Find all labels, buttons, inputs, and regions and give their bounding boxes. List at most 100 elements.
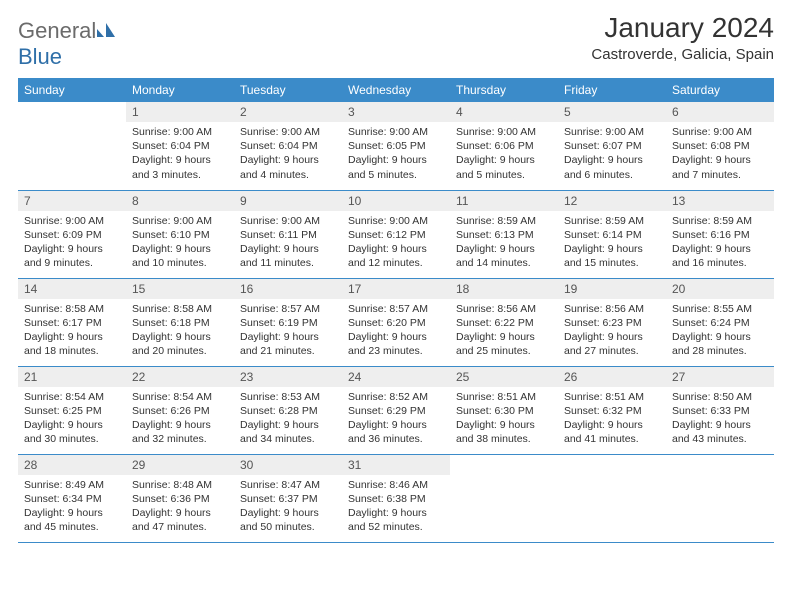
weekday-header: Thursday bbox=[450, 78, 558, 102]
day-number: 14 bbox=[18, 279, 126, 299]
day-content: Sunrise: 9:00 AMSunset: 6:10 PMDaylight:… bbox=[126, 211, 234, 275]
weekday-header: Saturday bbox=[666, 78, 774, 102]
day-content: Sunrise: 8:52 AMSunset: 6:29 PMDaylight:… bbox=[342, 387, 450, 451]
calendar-cell: 10Sunrise: 9:00 AMSunset: 6:12 PMDayligh… bbox=[342, 190, 450, 278]
logo: GeneralBlue bbox=[18, 12, 116, 70]
weekday-header: Friday bbox=[558, 78, 666, 102]
day-number: 11 bbox=[450, 191, 558, 211]
calendar-cell: 7Sunrise: 9:00 AMSunset: 6:09 PMDaylight… bbox=[18, 190, 126, 278]
day-number: 26 bbox=[558, 367, 666, 387]
logo-text-gray: General bbox=[18, 18, 96, 43]
day-content: Sunrise: 8:54 AMSunset: 6:25 PMDaylight:… bbox=[18, 387, 126, 451]
calendar-cell: 6Sunrise: 9:00 AMSunset: 6:08 PMDaylight… bbox=[666, 102, 774, 190]
day-content: Sunrise: 9:00 AMSunset: 6:12 PMDaylight:… bbox=[342, 211, 450, 275]
day-number: 8 bbox=[126, 191, 234, 211]
calendar-cell: 24Sunrise: 8:52 AMSunset: 6:29 PMDayligh… bbox=[342, 366, 450, 454]
day-number: 24 bbox=[342, 367, 450, 387]
day-content: Sunrise: 8:47 AMSunset: 6:37 PMDaylight:… bbox=[234, 475, 342, 539]
title-block: January 2024 Castroverde, Galicia, Spain bbox=[591, 12, 774, 63]
day-content: Sunrise: 8:59 AMSunset: 6:16 PMDaylight:… bbox=[666, 211, 774, 275]
day-content: Sunrise: 9:00 AMSunset: 6:08 PMDaylight:… bbox=[666, 122, 774, 186]
day-number: 2 bbox=[234, 102, 342, 122]
day-content: Sunrise: 8:50 AMSunset: 6:33 PMDaylight:… bbox=[666, 387, 774, 451]
day-number: 27 bbox=[666, 367, 774, 387]
calendar-cell: 3Sunrise: 9:00 AMSunset: 6:05 PMDaylight… bbox=[342, 102, 450, 190]
calendar-cell: 29Sunrise: 8:48 AMSunset: 6:36 PMDayligh… bbox=[126, 454, 234, 542]
page-title: January 2024 bbox=[591, 12, 774, 44]
calendar-cell: 21Sunrise: 8:54 AMSunset: 6:25 PMDayligh… bbox=[18, 366, 126, 454]
day-number: 16 bbox=[234, 279, 342, 299]
day-content: Sunrise: 9:00 AMSunset: 6:05 PMDaylight:… bbox=[342, 122, 450, 186]
day-content: Sunrise: 8:58 AMSunset: 6:17 PMDaylight:… bbox=[18, 299, 126, 363]
calendar-week-row: 21Sunrise: 8:54 AMSunset: 6:25 PMDayligh… bbox=[18, 366, 774, 454]
day-number: 1 bbox=[126, 102, 234, 122]
calendar-week-row: 7Sunrise: 9:00 AMSunset: 6:09 PMDaylight… bbox=[18, 190, 774, 278]
calendar-week-row: 14Sunrise: 8:58 AMSunset: 6:17 PMDayligh… bbox=[18, 278, 774, 366]
day-content: Sunrise: 9:00 AMSunset: 6:07 PMDaylight:… bbox=[558, 122, 666, 186]
day-number: 12 bbox=[558, 191, 666, 211]
weekday-header: Sunday bbox=[18, 78, 126, 102]
day-number: 9 bbox=[234, 191, 342, 211]
calendar-cell bbox=[18, 102, 126, 190]
calendar-cell: 16Sunrise: 8:57 AMSunset: 6:19 PMDayligh… bbox=[234, 278, 342, 366]
weekday-header: Wednesday bbox=[342, 78, 450, 102]
day-content: Sunrise: 8:49 AMSunset: 6:34 PMDaylight:… bbox=[18, 475, 126, 539]
day-number: 23 bbox=[234, 367, 342, 387]
day-number: 22 bbox=[126, 367, 234, 387]
day-number: 19 bbox=[558, 279, 666, 299]
header: GeneralBlue January 2024 Castroverde, Ga… bbox=[18, 12, 774, 70]
day-content: Sunrise: 9:00 AMSunset: 6:04 PMDaylight:… bbox=[126, 122, 234, 186]
day-content: Sunrise: 8:56 AMSunset: 6:22 PMDaylight:… bbox=[450, 299, 558, 363]
calendar-cell: 25Sunrise: 8:51 AMSunset: 6:30 PMDayligh… bbox=[450, 366, 558, 454]
calendar-cell: 9Sunrise: 9:00 AMSunset: 6:11 PMDaylight… bbox=[234, 190, 342, 278]
day-content: Sunrise: 8:56 AMSunset: 6:23 PMDaylight:… bbox=[558, 299, 666, 363]
day-content: Sunrise: 8:46 AMSunset: 6:38 PMDaylight:… bbox=[342, 475, 450, 539]
calendar-cell bbox=[666, 454, 774, 542]
day-content: Sunrise: 8:58 AMSunset: 6:18 PMDaylight:… bbox=[126, 299, 234, 363]
calendar-cell: 11Sunrise: 8:59 AMSunset: 6:13 PMDayligh… bbox=[450, 190, 558, 278]
calendar-body: 1Sunrise: 9:00 AMSunset: 6:04 PMDaylight… bbox=[18, 102, 774, 542]
day-content: Sunrise: 8:59 AMSunset: 6:14 PMDaylight:… bbox=[558, 211, 666, 275]
day-number: 7 bbox=[18, 191, 126, 211]
day-number: 21 bbox=[18, 367, 126, 387]
day-number: 3 bbox=[342, 102, 450, 122]
day-content: Sunrise: 9:00 AMSunset: 6:11 PMDaylight:… bbox=[234, 211, 342, 275]
weekday-header: Monday bbox=[126, 78, 234, 102]
calendar-cell: 31Sunrise: 8:46 AMSunset: 6:38 PMDayligh… bbox=[342, 454, 450, 542]
day-number: 15 bbox=[126, 279, 234, 299]
day-number: 4 bbox=[450, 102, 558, 122]
location-text: Castroverde, Galicia, Spain bbox=[591, 46, 774, 63]
calendar-cell: 23Sunrise: 8:53 AMSunset: 6:28 PMDayligh… bbox=[234, 366, 342, 454]
day-number: 20 bbox=[666, 279, 774, 299]
logo-text: GeneralBlue bbox=[18, 18, 116, 70]
day-content: Sunrise: 8:55 AMSunset: 6:24 PMDaylight:… bbox=[666, 299, 774, 363]
day-content: Sunrise: 8:59 AMSunset: 6:13 PMDaylight:… bbox=[450, 211, 558, 275]
calendar-header-row: SundayMondayTuesdayWednesdayThursdayFrid… bbox=[18, 78, 774, 102]
day-number: 18 bbox=[450, 279, 558, 299]
logo-text-blue: Blue bbox=[18, 44, 62, 69]
calendar-cell: 15Sunrise: 8:58 AMSunset: 6:18 PMDayligh… bbox=[126, 278, 234, 366]
calendar-cell: 13Sunrise: 8:59 AMSunset: 6:16 PMDayligh… bbox=[666, 190, 774, 278]
day-number: 5 bbox=[558, 102, 666, 122]
calendar-cell: 17Sunrise: 8:57 AMSunset: 6:20 PMDayligh… bbox=[342, 278, 450, 366]
calendar-cell: 5Sunrise: 9:00 AMSunset: 6:07 PMDaylight… bbox=[558, 102, 666, 190]
day-number: 6 bbox=[666, 102, 774, 122]
calendar-cell: 2Sunrise: 9:00 AMSunset: 6:04 PMDaylight… bbox=[234, 102, 342, 190]
calendar-cell: 20Sunrise: 8:55 AMSunset: 6:24 PMDayligh… bbox=[666, 278, 774, 366]
day-number: 10 bbox=[342, 191, 450, 211]
calendar-cell: 8Sunrise: 9:00 AMSunset: 6:10 PMDaylight… bbox=[126, 190, 234, 278]
calendar-cell: 22Sunrise: 8:54 AMSunset: 6:26 PMDayligh… bbox=[126, 366, 234, 454]
calendar-cell: 1Sunrise: 9:00 AMSunset: 6:04 PMDaylight… bbox=[126, 102, 234, 190]
calendar-cell: 27Sunrise: 8:50 AMSunset: 6:33 PMDayligh… bbox=[666, 366, 774, 454]
calendar-cell: 4Sunrise: 9:00 AMSunset: 6:06 PMDaylight… bbox=[450, 102, 558, 190]
day-content: Sunrise: 9:00 AMSunset: 6:09 PMDaylight:… bbox=[18, 211, 126, 275]
day-content: Sunrise: 8:57 AMSunset: 6:19 PMDaylight:… bbox=[234, 299, 342, 363]
day-content: Sunrise: 8:57 AMSunset: 6:20 PMDaylight:… bbox=[342, 299, 450, 363]
day-number: 28 bbox=[18, 455, 126, 475]
day-number: 13 bbox=[666, 191, 774, 211]
day-content: Sunrise: 8:53 AMSunset: 6:28 PMDaylight:… bbox=[234, 387, 342, 451]
calendar-cell: 14Sunrise: 8:58 AMSunset: 6:17 PMDayligh… bbox=[18, 278, 126, 366]
weekday-header: Tuesday bbox=[234, 78, 342, 102]
day-content: Sunrise: 8:54 AMSunset: 6:26 PMDaylight:… bbox=[126, 387, 234, 451]
day-content: Sunrise: 8:51 AMSunset: 6:30 PMDaylight:… bbox=[450, 387, 558, 451]
